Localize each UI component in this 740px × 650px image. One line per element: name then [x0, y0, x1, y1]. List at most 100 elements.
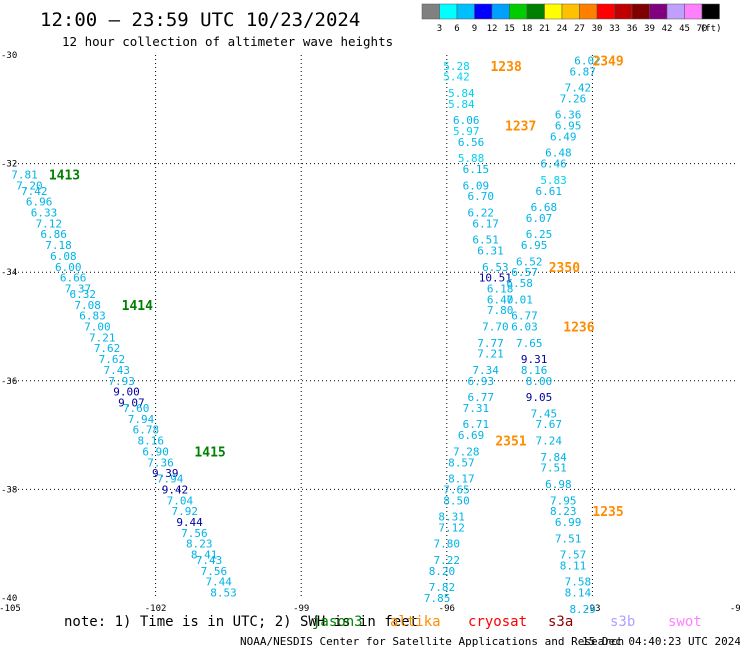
wave-height-label: 9.00: [113, 386, 140, 399]
wave-height-label: 5.97: [453, 125, 480, 138]
wave-height-label: 7.84: [540, 451, 567, 464]
wave-height-label: 6.57: [511, 266, 538, 279]
pass-number-label: 2349: [592, 54, 623, 69]
wave-height-label: 6.61: [535, 185, 562, 198]
wave-height-label: 6.09: [463, 179, 490, 192]
pass-number-label: 1415: [194, 445, 225, 460]
wave-height-label: 8.20: [429, 565, 456, 578]
wave-height-label: 7.94: [128, 413, 155, 426]
color-scale-label: 6: [454, 24, 459, 34]
chart-subtitle: 12 hour collection of altimeter wave hei…: [62, 34, 393, 49]
color-swatch: [456, 3, 475, 20]
color-scale-label: 15: [504, 24, 515, 34]
wave-height-label: 7.01: [506, 293, 533, 306]
wave-height-label: 7.43: [104, 364, 131, 377]
color-swatch: [526, 3, 545, 20]
wave-height-label: 6.06: [453, 114, 480, 127]
legend-item-s3a: s3a: [548, 614, 573, 630]
wave-height-label: 6.52: [516, 255, 543, 268]
wave-height-label: 7.34: [472, 364, 499, 377]
wave-height-label: 10.51: [479, 272, 512, 285]
color-scale-unit: (ft): [700, 24, 722, 34]
color-scale-label: 36: [627, 24, 638, 34]
x-tick-label: -102: [145, 604, 167, 614]
wave-height-label: 9.07: [118, 397, 145, 410]
wave-height-label: 5.42: [443, 71, 470, 84]
wave-height-label: 7.18: [45, 239, 72, 252]
wave-height-label: 7.82: [429, 581, 456, 594]
wave-height-label: 7.08: [74, 299, 101, 312]
wave-height-label: 5.28: [443, 60, 470, 73]
x-tick-label: -93: [584, 604, 600, 614]
wave-height-label: 9.05: [526, 391, 553, 404]
wave-height-label: 5.84: [448, 98, 475, 111]
wave-height-label: 7.20: [16, 179, 43, 192]
wave-height-label: 6.31: [477, 244, 504, 257]
wave-height-label: 7.58: [565, 576, 592, 589]
wave-height-label: 7.56: [201, 565, 228, 578]
legend-item-altika: altika: [390, 614, 441, 630]
pass-number-label: 1238: [490, 60, 521, 75]
wave-height-label: 6.48: [545, 147, 572, 160]
wave-height-label: 6.95: [555, 120, 582, 133]
wave-height-label: 6.32: [70, 288, 97, 301]
color-scale-label: 30: [592, 24, 603, 34]
color-swatch: [631, 3, 650, 20]
wave-height-label: 6.49: [550, 130, 577, 143]
wave-height-label: 7.92: [171, 505, 198, 518]
wave-height-label: 6.46: [540, 158, 567, 171]
color-scale-label: 18: [522, 24, 533, 34]
color-swatch: [544, 3, 563, 20]
wave-height-label: 7.80: [434, 538, 461, 551]
wave-height-label: 7.31: [463, 402, 490, 415]
wave-height-label: 7.60: [123, 402, 150, 415]
wave-height-label: 7.67: [535, 418, 562, 431]
color-scale-label: 24: [557, 24, 568, 34]
wave-height-label: 7.22: [434, 554, 461, 567]
wave-height-label: 7.65: [443, 483, 470, 496]
wave-height-label: 7.12: [438, 521, 465, 534]
wave-height-label: 7.80: [487, 304, 514, 317]
pass-number-label: 1235: [592, 505, 623, 520]
wave-height-label: 7.12: [36, 217, 63, 230]
y-tick-label: -38: [1, 485, 17, 495]
wave-height-label: 7.24: [535, 435, 562, 448]
wave-height-label: 6.77: [468, 391, 495, 404]
color-swatch: [596, 3, 615, 20]
color-swatch: [439, 3, 458, 20]
wave-height-label: 6.90: [142, 445, 169, 458]
pass-number-label: 2351: [495, 435, 526, 450]
legend-item-swot: swot: [668, 614, 702, 630]
color-scale-label: 33: [609, 24, 620, 34]
wave-height-label: 7.21: [89, 331, 116, 344]
x-tick-label: -96: [439, 604, 455, 614]
wave-height-label: 7.70: [482, 321, 509, 334]
color-scale-label: 21: [539, 24, 550, 34]
wave-height-label: 8.16: [521, 364, 548, 377]
wave-height-label: 8.23: [186, 538, 213, 551]
legend-item-s3b: s3b: [610, 614, 635, 630]
x-tick-label: -99: [293, 604, 309, 614]
wave-height-label: 7.95: [550, 494, 577, 507]
wave-height-label: 6.58: [506, 277, 533, 290]
color-scale-label: 9: [472, 24, 477, 34]
wave-height-label: 8.00: [526, 375, 553, 388]
y-tick-label: -34: [1, 268, 17, 278]
wave-height-label: 7.44: [205, 576, 232, 589]
wave-height-label: 8.50: [443, 494, 470, 507]
wave-height-label: 6.71: [463, 418, 490, 431]
color-swatch: [474, 3, 493, 20]
plot-axes: -105 -102 -99 -96 -93 -90 -30 -32 -34 -36 -38 -40: [0, 51, 740, 614]
wave-height-label: 6.56: [458, 136, 485, 149]
wave-height-label: 7.85: [424, 592, 451, 605]
wave-height-label: 7.45: [531, 407, 558, 420]
pass-number-label: 1237: [505, 120, 536, 135]
wave-height-label: 8.17: [448, 473, 475, 486]
wave-height-label: 7.62: [99, 353, 126, 366]
wave-height-label: 6.87: [569, 65, 596, 78]
pass-number-label: 1413: [49, 168, 80, 183]
wave-height-label: 6.22: [468, 206, 495, 219]
color-scale-bar: 3 6 9 12 15 18 21 24 27 30 33 36 39 42 45 70(ft): [421, 3, 722, 34]
chart-title: 12:00 – 23:59 UTC 10/23/2024: [40, 9, 360, 31]
